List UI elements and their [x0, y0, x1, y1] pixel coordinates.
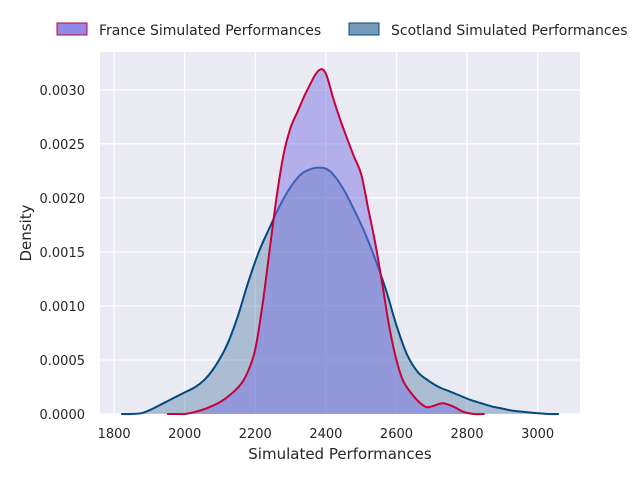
legend: France Simulated Performances Scotland Si…	[56, 22, 628, 39]
x-tick-label: 2800	[451, 427, 484, 442]
y-tick-label: 0.0030	[40, 84, 86, 99]
x-tick-label: 2000	[168, 427, 201, 442]
x-tick-label: 3000	[521, 427, 554, 442]
x-tick-label: 2200	[239, 427, 272, 442]
y-tick-label: 0.0015	[40, 246, 86, 261]
x-axis-label: Simulated Performances	[248, 445, 432, 463]
france-legend-swatch	[56, 22, 88, 36]
scotland-legend-swatch	[348, 22, 380, 36]
x-tick-label: 1800	[98, 427, 131, 442]
y-tick-label: 0.0010	[40, 300, 86, 315]
y-axis-ticks: 0.0000 0.0005 0.0010 0.0015 0.0020 0.0025 0.00…	[40, 84, 86, 423]
y-axis-label: Density	[17, 204, 35, 261]
x-tick-label: 2600	[380, 427, 413, 442]
scotland-legend-label: Scotland Simulated Performances	[391, 23, 628, 39]
x-tick-label: 2400	[309, 427, 342, 442]
france-legend-label: France Simulated Performances	[99, 23, 321, 39]
series-layer	[121, 68, 559, 416]
y-tick-label: 0.0025	[40, 138, 86, 153]
y-tick-label: 0.0000	[40, 408, 86, 423]
y-tick-label: 0.0005	[40, 354, 86, 369]
france-density-fill	[167, 69, 485, 415]
x-axis-ticks: 1800 2000 2200 2400 2600 2800 3000	[98, 427, 555, 442]
y-tick-label: 0.0020	[40, 192, 86, 207]
france-density-line	[167, 68, 485, 416]
